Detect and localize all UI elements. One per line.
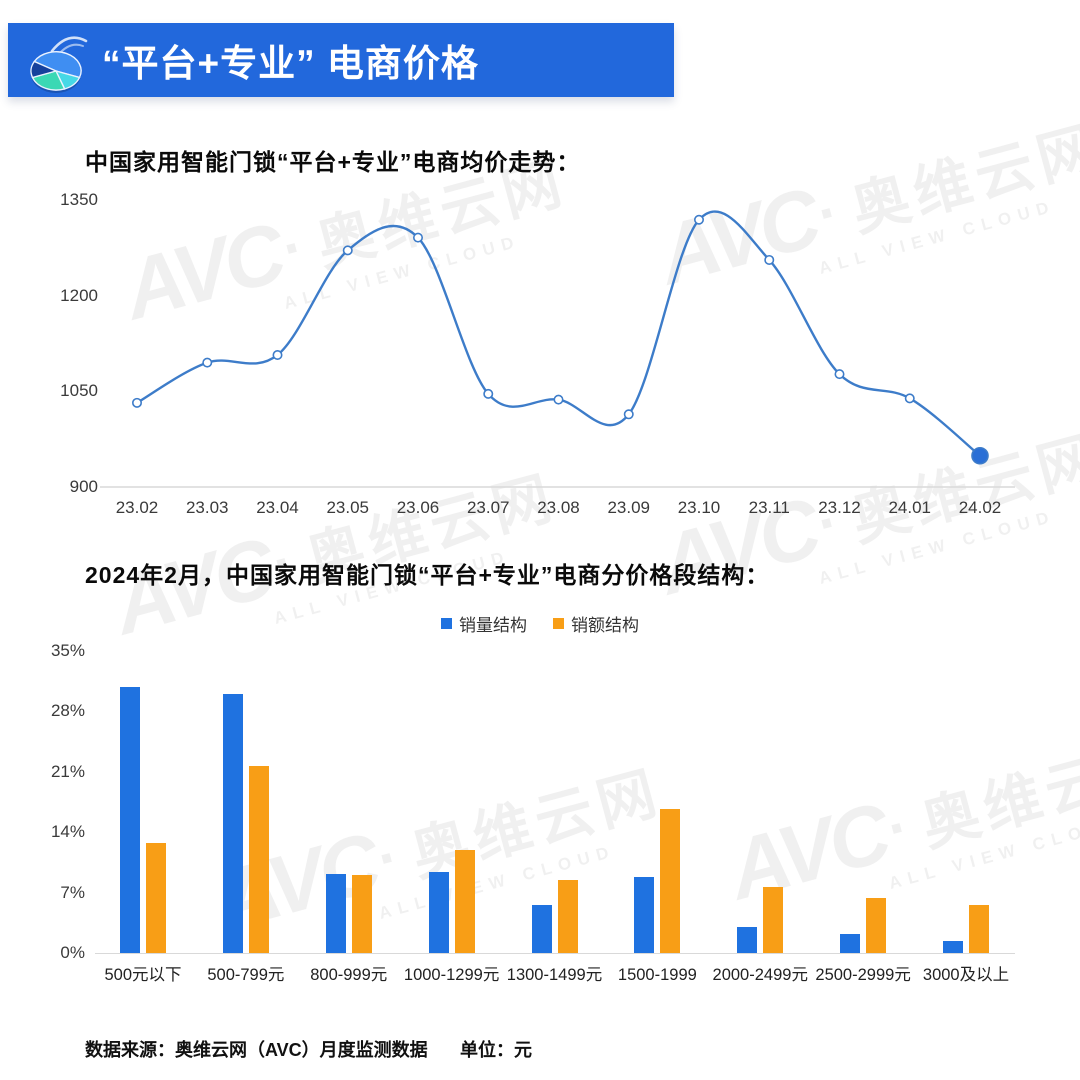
line-point <box>272 349 283 360</box>
line-x-tick: 23.02 <box>115 498 159 517</box>
chart-legend: 销量结构 销额结构 <box>0 611 1080 636</box>
bar-category-label: 2000-2499元 <box>712 966 808 984</box>
line-y-tick: 900 <box>69 477 98 496</box>
line-x-tick: 24.01 <box>888 498 932 517</box>
line-point <box>202 357 213 368</box>
bar-sales-value <box>454 850 475 953</box>
bar-sales-value <box>248 765 269 953</box>
bar-sales-value <box>557 879 578 953</box>
bar-category-label: 3000及以上 <box>922 966 1010 984</box>
line-chart-title: 中国家用智能门锁“平台+专业”电商均价走势： <box>85 149 581 175</box>
bar-sales-value <box>969 904 989 953</box>
bar-y-tick: 0% <box>60 943 85 962</box>
bar-category-label: 1000-1299元 <box>403 966 500 984</box>
bar-sales-volume <box>531 904 552 953</box>
data-source-label: 数据来源：奥维云网（AVC）月度监测数据 <box>85 1040 428 1060</box>
bar-category-label: 800-999元 <box>310 966 388 984</box>
line-point <box>693 214 704 225</box>
line-y-tick: 1350 <box>60 190 98 209</box>
line-x-tick: 23.07 <box>466 498 510 517</box>
bar-sales-volume <box>120 687 140 953</box>
bar-sales-value <box>146 842 166 953</box>
bar-sales-volume <box>943 940 963 953</box>
bar-sales-volume <box>840 934 861 953</box>
line-point-latest <box>971 446 989 465</box>
price-trend-line <box>136 210 981 457</box>
bar-chart: 0% 7% 14% 21% 28% 35% 500元以下 500-799元 800-999元 10… <box>0 640 1080 1000</box>
line-x-tick: 23.06 <box>396 498 440 517</box>
legend-label-sales-volume: 销量结构 <box>459 616 527 635</box>
legend-swatch-sales-volume <box>441 618 452 629</box>
line-x-tick: 23.10 <box>677 498 721 517</box>
line-x-tick: 23.08 <box>537 498 580 517</box>
bar-sales-value <box>351 875 372 953</box>
bar-category-label: 1300-1499元 <box>506 966 603 984</box>
bar-chart-x-axis <box>95 953 1015 954</box>
line-x-tick: 23.12 <box>818 498 861 517</box>
bar-sales-value <box>866 897 887 953</box>
line-x-tick: 23.11 <box>748 498 790 517</box>
bar-y-tick: 21% <box>50 761 85 781</box>
line-x-tick: 23.03 <box>185 498 229 517</box>
legend-label-sales-value: 销额结构 <box>571 616 639 635</box>
bar-category-label: 2500-2999元 <box>815 966 911 984</box>
line-point <box>342 245 353 256</box>
line-point <box>764 254 775 265</box>
line-x-tick: 23.05 <box>326 498 370 517</box>
line-y-tick: 1200 <box>60 285 98 305</box>
bar-sales-volume <box>325 874 346 953</box>
line-point <box>553 394 564 405</box>
header-banner: “平台+专业” 电商价格 <box>8 23 674 97</box>
line-point <box>483 388 494 399</box>
line-chart-canvas <box>100 210 1015 488</box>
bar-sales-value <box>660 808 681 953</box>
banner-title: “平台+专业” 电商价格 <box>102 43 479 84</box>
legend-swatch-sales-value <box>553 618 564 629</box>
footer: 数据来源：奥维云网（AVC）月度监测数据 单位：元 <box>0 1036 1080 1062</box>
bar-sales-volume <box>737 927 758 953</box>
bar-chart-title: 2024年2月，中国家用智能门锁“平台+专业”电商分价格段结构： <box>85 562 770 588</box>
bar-y-tick: 28% <box>50 701 85 721</box>
line-point <box>412 232 423 243</box>
line-x-tick: 24.02 <box>958 498 1002 517</box>
line-y-tick: 1050 <box>60 381 98 401</box>
bar-category-label: 500-799元 <box>207 966 285 984</box>
bar-y-tick: 14% <box>50 822 85 842</box>
line-x-tick: 23.09 <box>607 498 651 517</box>
line-x-tick: 23.04 <box>256 498 299 517</box>
line-point <box>904 393 915 404</box>
legend-item-sales-volume: 销量结构 <box>441 611 527 636</box>
line-chart: 1350 1200 1050 900 23.02 23.03 23.04 23.05 23.06… <box>40 190 1050 535</box>
bar-y-tick: 35% <box>50 641 85 660</box>
legend-item-sales-value: 销额结构 <box>553 611 639 636</box>
bar-category-label: 1500-1999 <box>617 966 697 984</box>
bar-sales-volume <box>428 871 449 953</box>
pie-chart-icon <box>30 36 88 93</box>
line-point <box>623 409 634 420</box>
bar-sales-value <box>763 886 784 953</box>
line-point <box>834 369 845 380</box>
bar-y-tick: 7% <box>60 882 85 902</box>
bar-sales-volume <box>222 694 243 953</box>
line-point <box>132 397 143 408</box>
unit-label: 单位：元 <box>460 1040 532 1060</box>
bar-sales-volume <box>634 877 655 953</box>
bar-category-label: 500元以下 <box>104 966 182 984</box>
